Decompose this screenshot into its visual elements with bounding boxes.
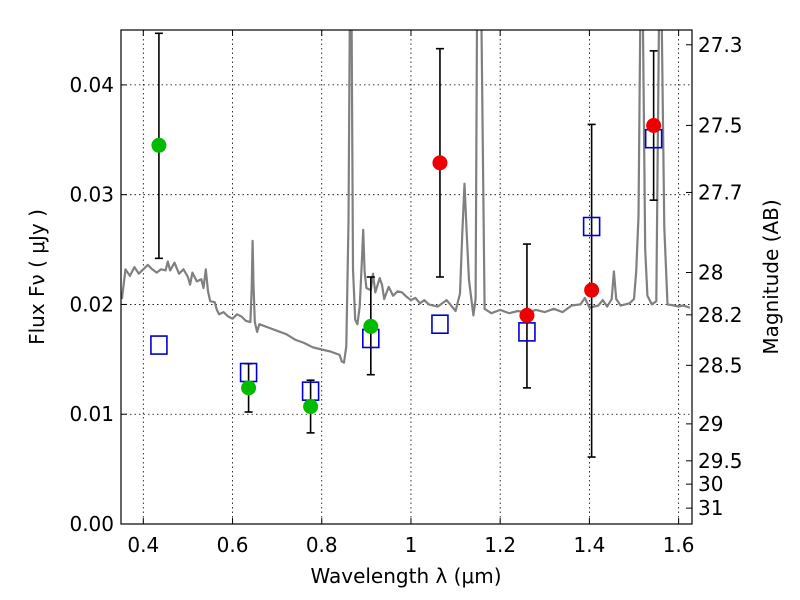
y2-tick-label: 30: [698, 472, 723, 496]
plot-frame: [120, 29, 693, 525]
green-point: [363, 318, 379, 334]
y-tick-label: 0.04: [69, 73, 114, 97]
plot-background: [121, 30, 692, 524]
red-point: [646, 118, 662, 134]
y-tick-label: 0.02: [69, 292, 114, 316]
y2-tick-label: 28.5: [698, 353, 743, 377]
data-points: [151, 118, 662, 415]
y-axis-title: Flux Fν ( μJy ): [25, 209, 49, 345]
red-point: [432, 155, 448, 171]
green-point: [303, 399, 319, 415]
y2-tick-label: 29: [698, 412, 723, 436]
x-tick-label: 1: [405, 533, 418, 557]
model-box: [150, 335, 168, 355]
x-tick-label: 1.4: [573, 533, 605, 557]
x-axis-title: Wavelength λ (μm): [310, 564, 501, 588]
spectrum: [121, 30, 691, 364]
y-tick-label: 0.00: [69, 512, 114, 536]
red-point: [584, 282, 600, 298]
model-boxes: [150, 128, 663, 401]
axis-ticks: 0.4 0.6 0.8 1 1.2 1.4 1.6 0.00 0.01 0.02 0.03 0.04 2…: [69, 30, 743, 557]
y2-tick-label: 31: [698, 496, 723, 520]
green-point: [241, 380, 257, 396]
y2-tick-label: 27.7: [698, 180, 743, 204]
x-tick-label: 0.8: [306, 533, 338, 557]
y-tick-label: 0.03: [69, 183, 114, 207]
y2-axis-title: Magnitude (AB): [759, 199, 783, 354]
spectrum-line: [121, 30, 691, 364]
y2-tick-label: 29.5: [698, 449, 743, 473]
y-tick-label: 0.01: [69, 402, 114, 426]
x-tick-label: 0.4: [127, 533, 159, 557]
red-point: [519, 307, 535, 323]
model-box: [582, 216, 601, 237]
model-box: [431, 314, 449, 335]
y2-tick-label: 28.2: [698, 303, 743, 327]
x-tick-label: 1.6: [663, 533, 695, 557]
x-tick-label: 1.2: [484, 533, 516, 557]
y2-tick-label: 28: [698, 260, 723, 284]
green-point: [151, 137, 167, 153]
x-tick-label: 0.6: [217, 533, 249, 557]
y2-tick-label: 27.3: [698, 33, 743, 57]
y2-tick-label: 27.5: [698, 113, 743, 137]
